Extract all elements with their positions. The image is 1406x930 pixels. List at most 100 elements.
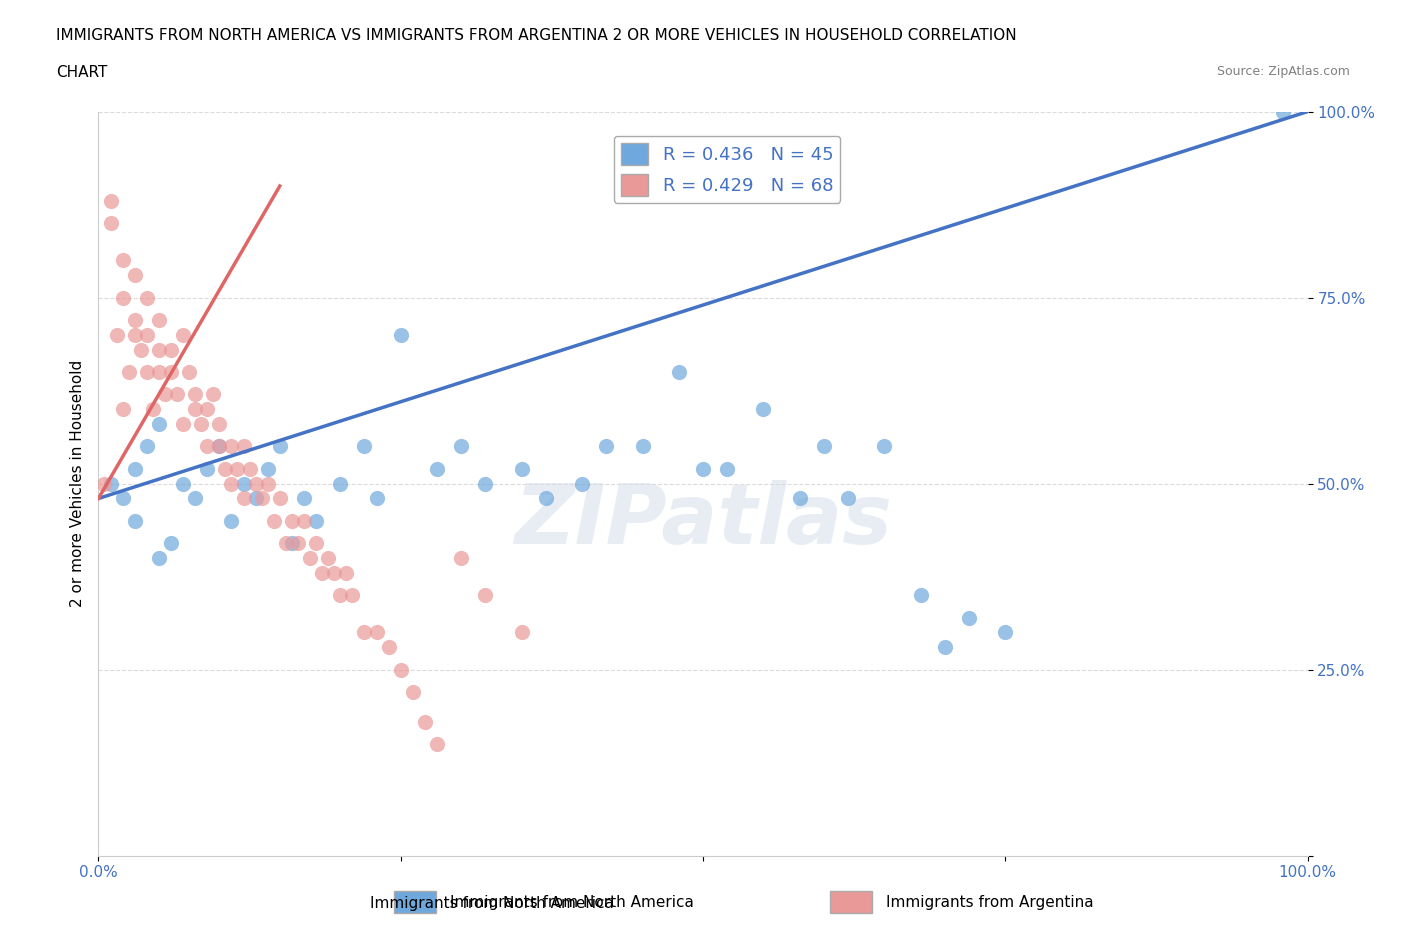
Point (873, 439, 896, 454)
Point (263, 513, 285, 528)
Point (221, 439, 243, 454)
Point (195, 439, 218, 454)
Point (160, 536, 183, 551)
Point (299, 551, 322, 565)
Point (510, 461, 533, 476)
Point (160, 365, 183, 379)
Point (245, 476, 267, 491)
Point (100, 476, 122, 491)
Point (160, 342, 183, 357)
Point (269, 491, 291, 506)
Point (329, 476, 352, 491)
Point (148, 551, 170, 565)
Point (226, 461, 249, 476)
Point (184, 402, 207, 417)
Point (281, 513, 304, 528)
Point (124, 312, 146, 327)
Point (311, 565, 333, 580)
Point (837, 491, 859, 506)
Point (105, 327, 128, 342)
Point (135, 290, 157, 305)
Point (668, 365, 690, 379)
Point (450, 551, 472, 565)
Point (111, 253, 134, 268)
Point (166, 387, 188, 402)
Point (124, 327, 146, 342)
Text: Immigrants from Argentina: Immigrants from Argentina (886, 895, 1094, 910)
Point (305, 536, 328, 551)
Point (148, 342, 170, 357)
Point (124, 513, 146, 528)
Point (402, 684, 425, 699)
Point (135, 327, 157, 342)
Point (1272, 104, 1295, 119)
Point (389, 327, 412, 342)
Text: Source: ZipAtlas.com: Source: ZipAtlas.com (1216, 65, 1350, 78)
Point (571, 476, 593, 491)
Point (329, 588, 352, 603)
Point (111, 402, 134, 417)
Point (135, 365, 157, 379)
Point (292, 491, 315, 506)
Point (256, 476, 278, 491)
Point (153, 387, 176, 402)
Point (179, 365, 201, 379)
Point (214, 461, 236, 476)
Point (100, 216, 122, 231)
Point (274, 536, 297, 551)
Point (190, 417, 212, 432)
Point (100, 193, 122, 208)
Point (474, 588, 496, 603)
Point (269, 439, 291, 454)
Point (184, 387, 207, 402)
Point (910, 588, 932, 603)
Point (195, 402, 218, 417)
Point (142, 402, 165, 417)
Point (789, 491, 811, 506)
Point (148, 365, 170, 379)
Point (426, 737, 449, 751)
Point (366, 625, 388, 640)
FancyBboxPatch shape (830, 891, 872, 913)
Point (232, 476, 254, 491)
Text: Immigrants from North America: Immigrants from North America (370, 897, 614, 911)
Point (208, 417, 231, 432)
Point (172, 476, 194, 491)
Y-axis label: 2 or more Vehicles in Household: 2 or more Vehicles in Household (69, 360, 84, 607)
Point (232, 439, 254, 454)
Point (366, 491, 388, 506)
Point (631, 439, 654, 454)
Point (111, 290, 134, 305)
Point (124, 461, 146, 476)
Point (124, 268, 146, 283)
Point (413, 714, 436, 729)
Point (994, 625, 1017, 640)
Text: IMMIGRANTS FROM NORTH AMERICA VS IMMIGRANTS FROM ARGENTINA 2 OR MORE VEHICLES IN: IMMIGRANTS FROM NORTH AMERICA VS IMMIGRA… (56, 28, 1017, 43)
Point (287, 536, 309, 551)
Point (323, 565, 346, 580)
Point (221, 513, 243, 528)
Point (148, 312, 170, 327)
Point (474, 476, 496, 491)
Point (129, 342, 152, 357)
Legend: R = 0.436   N = 45, R = 0.429   N = 68: R = 0.436 N = 45, R = 0.429 N = 68 (614, 136, 841, 203)
Point (148, 417, 170, 432)
Point (957, 610, 980, 625)
Point (305, 513, 328, 528)
Point (934, 640, 956, 655)
Point (172, 327, 194, 342)
Point (534, 491, 557, 506)
Point (292, 513, 315, 528)
Point (245, 491, 267, 506)
Point (172, 417, 194, 432)
Point (202, 387, 225, 402)
Text: CHART: CHART (56, 65, 108, 80)
Point (250, 491, 273, 506)
Point (353, 439, 375, 454)
Point (208, 439, 231, 454)
Point (595, 439, 617, 454)
FancyBboxPatch shape (394, 891, 436, 913)
Point (316, 551, 339, 565)
Text: ZIPatlas: ZIPatlas (515, 480, 891, 562)
Point (342, 588, 364, 603)
